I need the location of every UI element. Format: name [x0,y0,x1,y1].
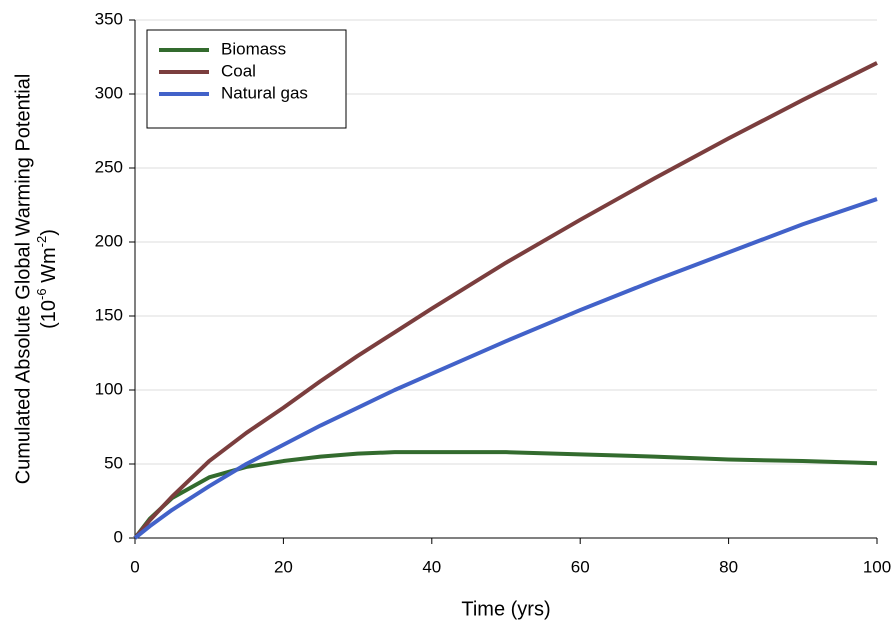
y-unit-part: (10 [38,300,60,329]
line-series [133,450,878,540]
x-tick-label: 60 [571,557,590,576]
x-tick-label: 80 [719,557,738,576]
y-tick-label: 300 [95,83,123,102]
y-unit-part: Wm [38,247,60,288]
y-unit-part: -2 [34,236,49,248]
y-tick-label: 150 [95,305,123,324]
y-unit-part: -6 [34,288,49,300]
legend-label: Coal [221,61,256,80]
x-axis-label: Time (yrs) [461,598,550,620]
x-tick-label: 100 [863,557,891,576]
legend-box [146,29,347,129]
y-tick-label: 350 [95,9,123,28]
y-tick-label: 50 [104,453,123,472]
y-tick-label: 200 [95,231,123,250]
line-series [133,197,878,540]
y-axis-label: Cumulated Absolute Global Warming Potent… [12,74,34,485]
y-tick-label: 100 [95,379,123,398]
x-tick-label: 40 [422,557,441,576]
line-series [133,61,878,540]
legend-label: Natural gas [221,83,308,102]
y-unit-part: ) [38,229,60,236]
y-axis-unit: (10-6 Wm-2) [34,229,60,329]
y-tick-label: 0 [114,527,123,546]
y-tick-label: 250 [95,157,123,176]
x-tick-label: 0 [130,557,139,576]
x-tick-label: 20 [274,557,293,576]
legend-label: Biomass [221,39,286,58]
